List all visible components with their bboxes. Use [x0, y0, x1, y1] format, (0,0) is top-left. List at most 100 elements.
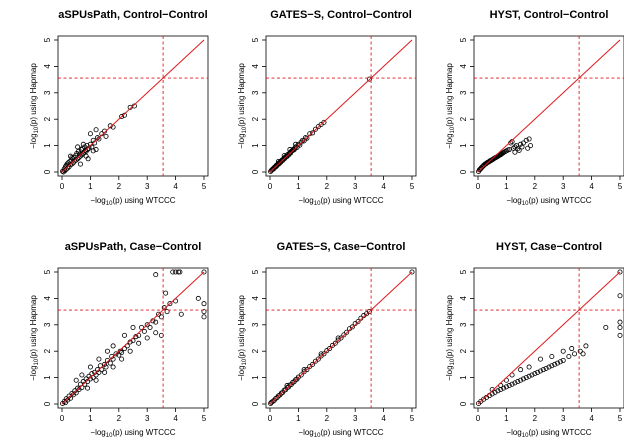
- data-point: [79, 372, 85, 378]
- data-point: [110, 364, 116, 370]
- data-point: [127, 348, 133, 354]
- data-point: [103, 133, 109, 139]
- data-point: [144, 335, 150, 341]
- data-point: [113, 351, 119, 357]
- data-point: [119, 350, 125, 356]
- x-tick-label: 3: [145, 182, 150, 191]
- y-tick-label: 5: [459, 37, 468, 42]
- panel-2: GATES−S, Control−Control 0 1 2 3 4 5 0 1 2 3 4 5 −log…: [237, 9, 417, 207]
- x-tick-label: 3: [353, 182, 358, 191]
- data-point: [77, 161, 83, 167]
- y-tick-label: 2: [459, 348, 468, 353]
- data-point: [409, 269, 415, 275]
- data-point: [315, 356, 321, 362]
- data-point: [523, 375, 529, 381]
- data-point: [543, 365, 549, 371]
- data-point: [136, 340, 142, 346]
- identity-line: [269, 39, 413, 173]
- data-point: [153, 319, 159, 325]
- panel-6: HYST, Case−Control 0 1 2 3 4 5 0 1 2 3 4 5 −log10(p) …: [445, 241, 624, 439]
- plot-frame: [473, 267, 624, 409]
- data-point: [178, 311, 184, 317]
- plot-frame: [473, 35, 624, 177]
- plot-area: [58, 268, 208, 408]
- x-axis-label: −log10(p) using WTCCC: [506, 428, 591, 439]
- plot-area: [266, 36, 416, 176]
- data-point: [523, 137, 529, 143]
- data-point: [580, 351, 586, 357]
- y-axis-label: −log10(p) using Hapmap: [445, 295, 456, 381]
- data-point: [583, 343, 589, 349]
- data-point: [555, 360, 561, 366]
- y-tick-label: 5: [251, 269, 260, 274]
- data-point: [156, 311, 162, 317]
- data-point: [102, 369, 108, 375]
- data-point: [572, 351, 578, 357]
- data-point: [520, 376, 526, 382]
- y-tick-label: 4: [251, 64, 260, 69]
- x-tick-label: 2: [533, 182, 538, 191]
- data-point: [310, 361, 316, 367]
- x-axis-label: −log10(p) using WTCCC: [90, 428, 175, 439]
- y-tick-label: 4: [459, 64, 468, 69]
- data-point: [270, 398, 276, 404]
- data-point: [177, 269, 183, 275]
- data-point: [301, 138, 307, 144]
- data-point: [341, 332, 347, 338]
- data-point: [312, 126, 318, 132]
- panel-title: aSPUsPath, Case−Control: [65, 241, 202, 253]
- x-tick-label: 5: [202, 182, 207, 191]
- data-point: [617, 332, 623, 338]
- data-point: [515, 379, 521, 385]
- data-point: [569, 346, 575, 352]
- data-point: [104, 348, 110, 354]
- panel-title: aSPUsPath, Control−Control: [58, 9, 207, 21]
- data-point: [130, 324, 136, 330]
- x-tick-label: 2: [117, 182, 122, 191]
- data-point: [147, 324, 153, 330]
- data-point: [509, 381, 515, 387]
- data-point: [83, 153, 89, 159]
- data-point: [119, 114, 125, 120]
- y-tick-label: 0: [43, 401, 52, 406]
- y-tick-label: 5: [43, 269, 52, 274]
- y-tick-label: 3: [251, 90, 260, 95]
- x-tick-label: 4: [381, 414, 386, 423]
- data-point: [506, 383, 512, 389]
- x-tick-label: 0: [60, 414, 65, 423]
- x-tick-label: 5: [410, 414, 415, 423]
- data-point: [512, 149, 518, 155]
- x-tick-label: 4: [173, 414, 178, 423]
- data-point: [201, 309, 207, 315]
- data-point: [153, 330, 159, 336]
- y-tick-label: 5: [43, 37, 52, 42]
- data-point: [60, 169, 66, 175]
- data-point: [526, 364, 532, 370]
- data-point: [520, 140, 526, 146]
- data-point: [549, 363, 555, 369]
- x-tick-label: 3: [561, 182, 566, 191]
- y-tick-label: 1: [43, 143, 52, 148]
- data-point: [85, 385, 91, 391]
- data-point: [518, 367, 524, 373]
- data-point: [293, 141, 299, 147]
- data-point: [518, 141, 524, 147]
- plot-area: [266, 268, 416, 408]
- y-axis-label: −log10(p) using Hapmap: [29, 63, 40, 149]
- data-point: [617, 269, 623, 275]
- data-point: [617, 293, 623, 299]
- data-point: [93, 147, 99, 153]
- data-point: [119, 356, 125, 362]
- data-point: [107, 360, 113, 366]
- data-point: [69, 154, 75, 160]
- x-tick-label: 3: [561, 414, 566, 423]
- data-point: [526, 373, 532, 379]
- data-point: [321, 119, 327, 125]
- x-axis-label: −log10(p) using WTCCC: [506, 196, 591, 207]
- y-tick-label: 0: [251, 169, 260, 174]
- data-point: [355, 319, 361, 325]
- plot-frame: [265, 35, 417, 177]
- x-tick-label: 4: [173, 182, 178, 191]
- data-point: [321, 351, 327, 357]
